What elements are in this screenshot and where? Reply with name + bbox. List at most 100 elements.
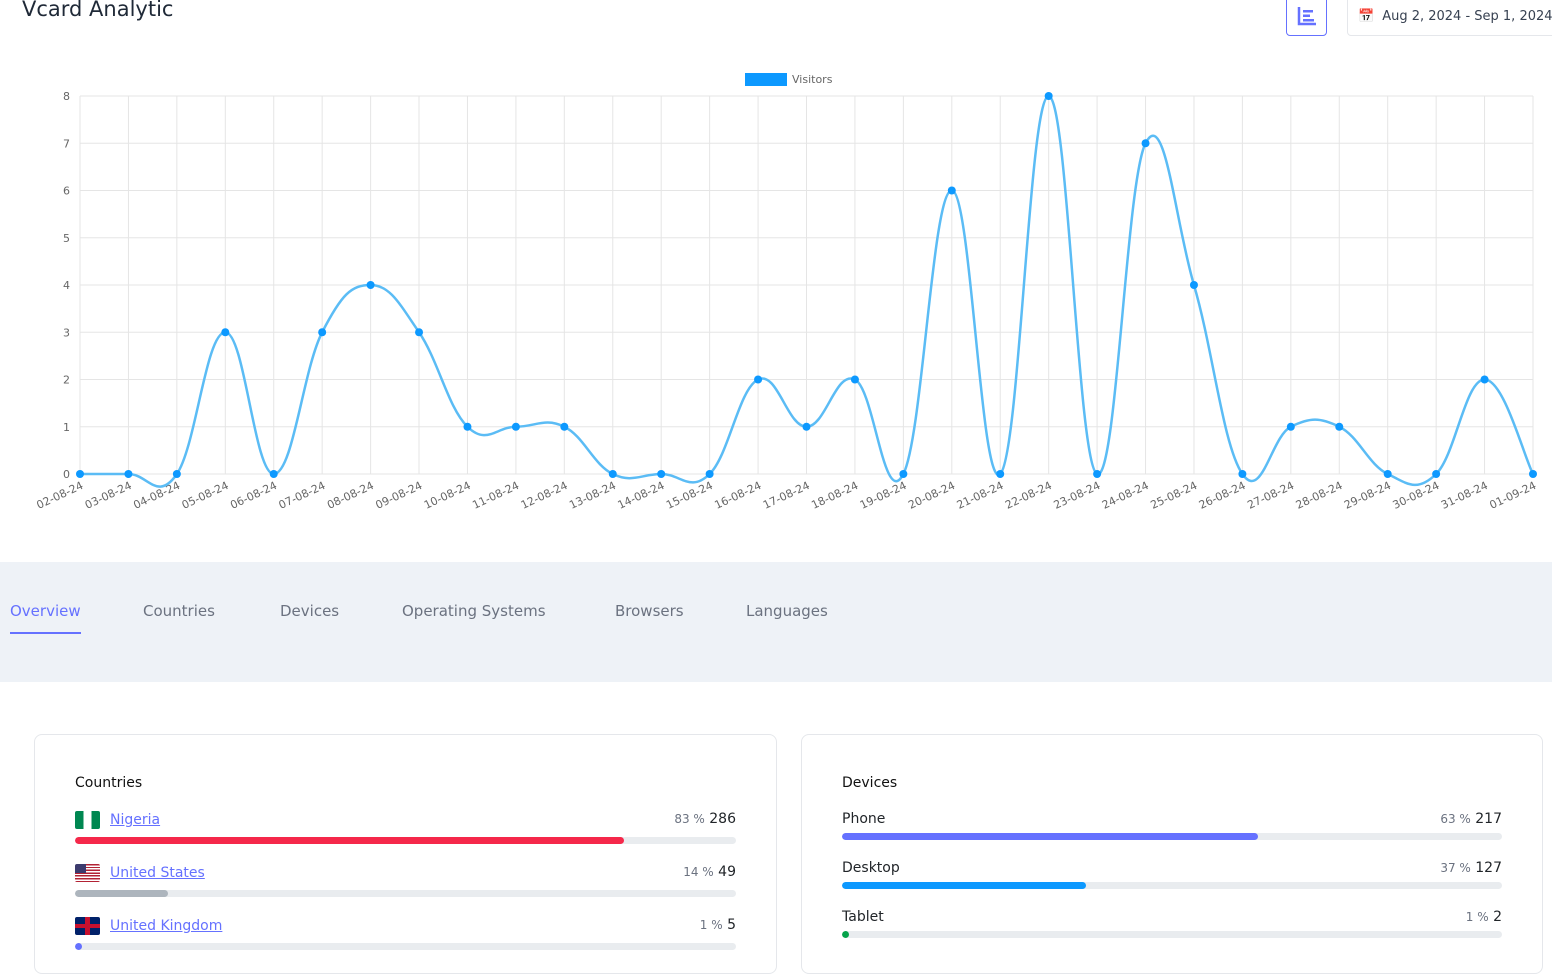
x-tick-label: 02-08-24: [35, 479, 86, 512]
data-point[interactable]: [1383, 470, 1392, 478]
x-tick-label: 22-08-24: [1003, 479, 1054, 512]
data-point[interactable]: [1238, 470, 1247, 478]
x-tick-label: 11-08-24: [470, 479, 521, 512]
count: 217: [1475, 811, 1502, 827]
country-link[interactable]: United States: [110, 865, 205, 881]
data-point[interactable]: [1141, 139, 1150, 148]
x-tick-label: 01-09-24: [1488, 479, 1539, 512]
legend-label: Visitors: [792, 73, 833, 86]
progress-fill: [842, 882, 1087, 889]
count: 5: [727, 917, 736, 933]
y-tick-label: 5: [63, 232, 70, 245]
data-point[interactable]: [608, 470, 617, 478]
x-tick-label: 29-08-24: [1342, 479, 1393, 512]
data-point[interactable]: [657, 470, 666, 478]
nigeria-flag-icon: [75, 811, 100, 829]
data-point[interactable]: [511, 422, 520, 431]
country-link[interactable]: Nigeria: [110, 812, 161, 828]
x-tick-label: 18-08-24: [809, 479, 860, 512]
calendar-icon: 📅: [1358, 8, 1375, 24]
row-label: Tablet: [842, 909, 1502, 925]
progress-fill: [75, 943, 82, 950]
data-point[interactable]: [560, 422, 569, 431]
row-label: United Kingdom: [75, 917, 736, 935]
row-value: 83 % 286: [674, 811, 736, 827]
chart-type-button[interactable]: [1286, 0, 1327, 36]
countries-row: United Kingdom 1 % 5: [75, 917, 736, 950]
percent: 1 %: [1465, 910, 1489, 924]
x-tick-label: 20-08-24: [906, 479, 957, 512]
data-point[interactable]: [221, 328, 230, 337]
tab-overview[interactable]: Overview: [10, 602, 81, 634]
devices-title: Devices: [842, 775, 898, 791]
x-tick-label: 12-08-24: [519, 479, 570, 512]
data-point[interactable]: [1480, 375, 1489, 384]
row-label: Phone: [842, 811, 1502, 827]
devices-card: Devices Phone 63 % 217 Desktop 37 % 127 …: [801, 734, 1543, 974]
data-point[interactable]: [318, 328, 327, 337]
data-point[interactable]: [463, 422, 472, 431]
uk-flag-icon: [75, 917, 100, 935]
data-point[interactable]: [366, 281, 375, 289]
count: 286: [709, 811, 736, 827]
data-point[interactable]: [802, 422, 811, 431]
count: 127: [1475, 860, 1502, 876]
tab-browsers[interactable]: Browsers: [615, 602, 684, 620]
data-point[interactable]: [172, 470, 181, 478]
bar-chart-icon: [1297, 7, 1316, 26]
x-tick-label: 08-08-24: [325, 479, 376, 512]
progress-bar: [842, 833, 1502, 840]
device-name: Desktop: [842, 860, 900, 876]
data-point[interactable]: [76, 470, 84, 478]
date-range-picker[interactable]: 📅 Aug 2, 2024 - Sep 1, 2024: [1347, 0, 1552, 36]
data-point[interactable]: [996, 470, 1005, 478]
data-point[interactable]: [947, 186, 956, 195]
x-tick-label: 17-08-24: [761, 479, 812, 512]
data-point[interactable]: [1093, 470, 1102, 478]
countries-card: Countries Nigeria 83 % 286 United States…: [34, 734, 777, 974]
data-point[interactable]: [1286, 422, 1295, 431]
x-tick-label: 19-08-24: [858, 479, 909, 512]
data-point[interactable]: [124, 470, 133, 478]
data-point[interactable]: [1044, 92, 1053, 100]
x-tick-label: 10-08-24: [422, 479, 473, 512]
analytics-tabs: Overview Countries Devices Operating Sys…: [0, 562, 1552, 682]
data-point[interactable]: [705, 470, 714, 478]
data-point[interactable]: [850, 375, 859, 384]
y-tick-label: 0: [63, 468, 70, 481]
progress-bar: [75, 890, 736, 897]
percent: 63 %: [1440, 812, 1471, 826]
data-point[interactable]: [269, 470, 278, 478]
row-value: 1 % 2: [1466, 909, 1502, 925]
legend-swatch[interactable]: [745, 73, 787, 86]
x-tick-label: 25-08-24: [1148, 479, 1199, 512]
progress-bar: [75, 943, 736, 950]
row-label: Nigeria: [75, 811, 736, 829]
x-tick-label: 16-08-24: [713, 479, 764, 512]
x-tick-label: 06-08-24: [228, 479, 279, 512]
y-tick-label: 7: [63, 137, 70, 150]
tab-languages[interactable]: Languages: [746, 602, 828, 620]
x-tick-label: 15-08-24: [664, 479, 715, 512]
data-point[interactable]: [1189, 281, 1198, 289]
data-point[interactable]: [415, 328, 424, 337]
data-point[interactable]: [754, 375, 763, 384]
data-point[interactable]: [1335, 422, 1344, 431]
x-tick-label: 13-08-24: [567, 479, 618, 512]
x-tick-label: 31-08-24: [1439, 479, 1490, 512]
data-point[interactable]: [899, 470, 908, 478]
x-tick-label: 28-08-24: [1294, 479, 1345, 512]
progress-fill: [842, 833, 1258, 840]
x-tick-label: 03-08-24: [83, 479, 134, 512]
y-tick-label: 4: [63, 279, 70, 292]
country-link[interactable]: United Kingdom: [110, 918, 223, 934]
tab-devices[interactable]: Devices: [280, 602, 340, 620]
tab-countries[interactable]: Countries: [143, 602, 215, 620]
x-tick-label: 27-08-24: [1245, 479, 1296, 512]
row-value: 63 % 217: [1440, 811, 1502, 827]
y-tick-label: 8: [63, 90, 70, 103]
data-point[interactable]: [1432, 470, 1441, 478]
data-point[interactable]: [1529, 470, 1537, 478]
row-label: Desktop: [842, 860, 1502, 876]
tab-operating-systems[interactable]: Operating Systems: [402, 602, 546, 620]
